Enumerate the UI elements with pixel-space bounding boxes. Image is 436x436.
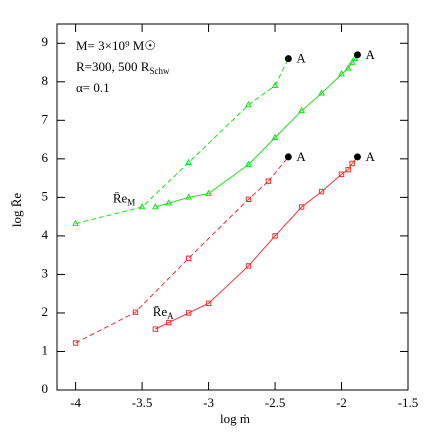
end-label: A xyxy=(365,149,375,164)
point xyxy=(152,326,159,332)
point xyxy=(185,255,192,261)
info-line-sub: Schw xyxy=(149,66,170,76)
series-annotation-sub: A xyxy=(167,311,174,321)
y-axis-label: log R̄e xyxy=(9,193,24,228)
y-tick-label: 9 xyxy=(42,34,49,49)
y-tick-label: 7 xyxy=(42,111,49,126)
point xyxy=(138,202,146,210)
info-line-main: M= 3×10⁹ M☉ xyxy=(76,38,156,53)
series-line xyxy=(75,85,276,225)
y-tick-label: 3 xyxy=(42,265,49,280)
point xyxy=(349,160,355,167)
point xyxy=(348,58,356,65)
end-label: A xyxy=(296,51,306,66)
point xyxy=(338,70,345,77)
point xyxy=(72,340,79,346)
info-line-main: R=300, 500 R xyxy=(76,59,150,74)
end-label: A xyxy=(296,149,306,164)
y-tick-label: 6 xyxy=(42,150,49,165)
y-tick-label: 4 xyxy=(42,227,49,242)
end-point xyxy=(353,51,361,59)
point xyxy=(205,300,212,307)
series-annotation-sub: M xyxy=(127,197,135,207)
point xyxy=(345,166,351,173)
point xyxy=(165,319,172,326)
info-line: R=300, 500 RSchw xyxy=(76,59,170,76)
end-point xyxy=(353,153,361,161)
point xyxy=(245,100,252,108)
x-tick-label: -1.5 xyxy=(398,395,419,410)
point xyxy=(165,199,173,206)
end-connector xyxy=(268,156,289,182)
series-annotation: R̄eA xyxy=(153,304,174,321)
x-axis-label: log ṁ xyxy=(220,411,250,426)
point xyxy=(271,133,279,140)
point xyxy=(151,202,159,210)
point xyxy=(344,64,352,71)
point xyxy=(272,233,278,239)
series-line xyxy=(75,180,269,344)
x-tick-label: -2 xyxy=(336,395,347,410)
y-tick-label: 2 xyxy=(42,304,49,319)
end-point xyxy=(284,153,292,161)
plot-frame xyxy=(56,23,409,391)
y-tick-label: 1 xyxy=(42,342,49,357)
series-annotation: R̄eM xyxy=(113,190,135,207)
end-label: A xyxy=(365,47,375,62)
series-line xyxy=(155,58,356,208)
y-tick-label: 0 xyxy=(42,381,49,396)
series-line xyxy=(155,163,353,330)
point xyxy=(185,158,193,165)
point xyxy=(185,193,193,200)
point xyxy=(298,204,305,210)
x-tick-label: -4 xyxy=(70,395,81,410)
y-tick-label: 8 xyxy=(42,73,49,88)
point xyxy=(351,54,359,61)
x-tick-label: -2.5 xyxy=(265,395,286,410)
point xyxy=(338,171,345,177)
info-line-main: α= 0.1 xyxy=(76,80,110,95)
point xyxy=(72,219,80,226)
point xyxy=(318,188,325,195)
point xyxy=(318,89,326,96)
point xyxy=(245,160,252,167)
point xyxy=(271,81,279,88)
point xyxy=(205,189,213,196)
info-line: α= 0.1 xyxy=(76,80,110,95)
x-tick-label: -3.5 xyxy=(132,395,153,410)
point xyxy=(298,106,306,113)
point xyxy=(245,196,252,202)
point xyxy=(185,310,192,316)
end-point xyxy=(284,55,292,63)
point xyxy=(265,178,272,184)
series-annotation-main: R̄e xyxy=(153,304,168,319)
series-annotation-main: R̄e xyxy=(113,190,128,205)
point xyxy=(245,263,252,269)
info-line: M= 3×10⁹ M☉ xyxy=(76,38,156,53)
end-connector xyxy=(274,58,289,86)
point xyxy=(132,309,139,315)
y-tick-label: 5 xyxy=(42,188,49,203)
x-tick-label: -3 xyxy=(203,395,214,410)
